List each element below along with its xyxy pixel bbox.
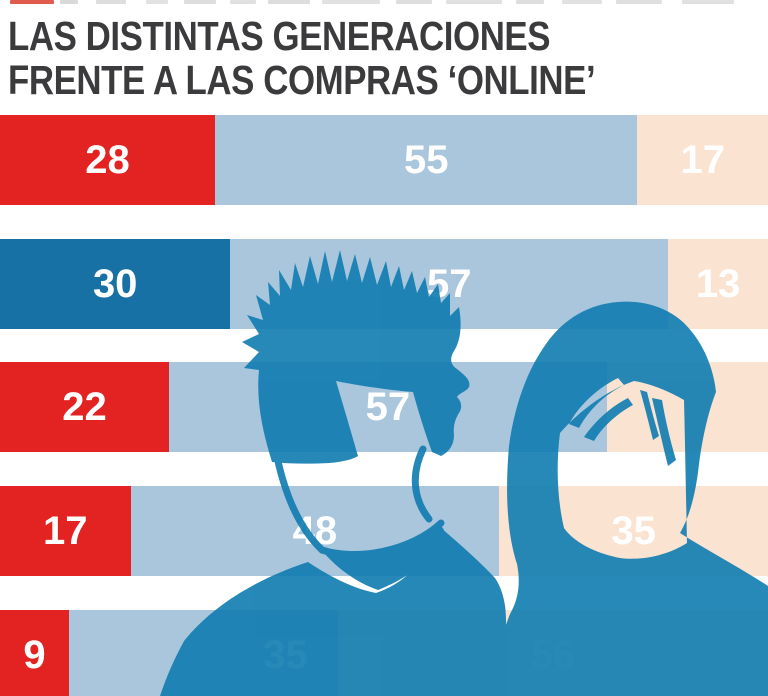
bar-segment: 55 bbox=[215, 115, 638, 205]
bar-value-label: 17 bbox=[43, 509, 88, 553]
cropped-text-mark bbox=[562, 0, 602, 4]
cropped-text-mark bbox=[322, 0, 380, 4]
cropped-text-mark bbox=[268, 0, 310, 4]
bar-segment bbox=[606, 362, 768, 452]
chart-title-line2: FRENTE A LAS COMPRAS ‘ONLINE’ bbox=[8, 57, 596, 103]
cropped-text-marks bbox=[0, 0, 768, 6]
bar-value-label: 56 bbox=[530, 633, 576, 677]
bar-segment: 22 bbox=[0, 362, 169, 452]
bar-value-label: 9 bbox=[23, 633, 46, 677]
cropped-text-mark bbox=[96, 0, 126, 4]
bar-value-label: 17 bbox=[680, 138, 725, 182]
cropped-text-mark bbox=[60, 0, 78, 4]
cropped-text-mark bbox=[230, 0, 256, 4]
bar-value-label: 30 bbox=[92, 262, 138, 306]
cropped-text-mark bbox=[10, 0, 54, 4]
bar-value-label: 28 bbox=[85, 138, 130, 182]
bar-value-label: 22 bbox=[62, 385, 107, 429]
cropped-text-mark bbox=[616, 0, 662, 4]
bar-segment: 30 bbox=[0, 239, 231, 329]
bar-segment: 35 bbox=[69, 610, 338, 696]
bar-segment: 17 bbox=[0, 486, 131, 576]
bar-segment: 28 bbox=[0, 115, 216, 205]
cropped-text-mark bbox=[396, 0, 432, 4]
bar-segment: 56 bbox=[337, 610, 768, 696]
bar-segment: 13 bbox=[668, 239, 768, 329]
bar-value-label: 13 bbox=[695, 262, 741, 306]
bar-value-label: 57 bbox=[365, 385, 411, 429]
cropped-text-mark bbox=[146, 0, 168, 4]
bar-segment: 17 bbox=[637, 115, 768, 205]
cropped-text-mark bbox=[446, 0, 502, 4]
chart-title-line1: LAS DISTINTAS GENERACIONES bbox=[8, 13, 551, 59]
cropped-text-mark bbox=[184, 0, 216, 4]
cropped-text-mark bbox=[516, 0, 544, 4]
bar-segment: 57 bbox=[168, 362, 607, 452]
bar-segment: 35 bbox=[499, 486, 768, 576]
cropped-text-mark bbox=[682, 0, 734, 4]
bar-segment: 57 bbox=[230, 239, 669, 329]
bar-value-label: 55 bbox=[403, 138, 449, 182]
bar-segment: 48 bbox=[130, 486, 500, 576]
bar-segment: 9 bbox=[0, 610, 70, 696]
bar-value-label: 57 bbox=[427, 262, 472, 306]
bar-value-label: 35 bbox=[611, 509, 656, 553]
bar-value-label: 48 bbox=[292, 509, 338, 553]
